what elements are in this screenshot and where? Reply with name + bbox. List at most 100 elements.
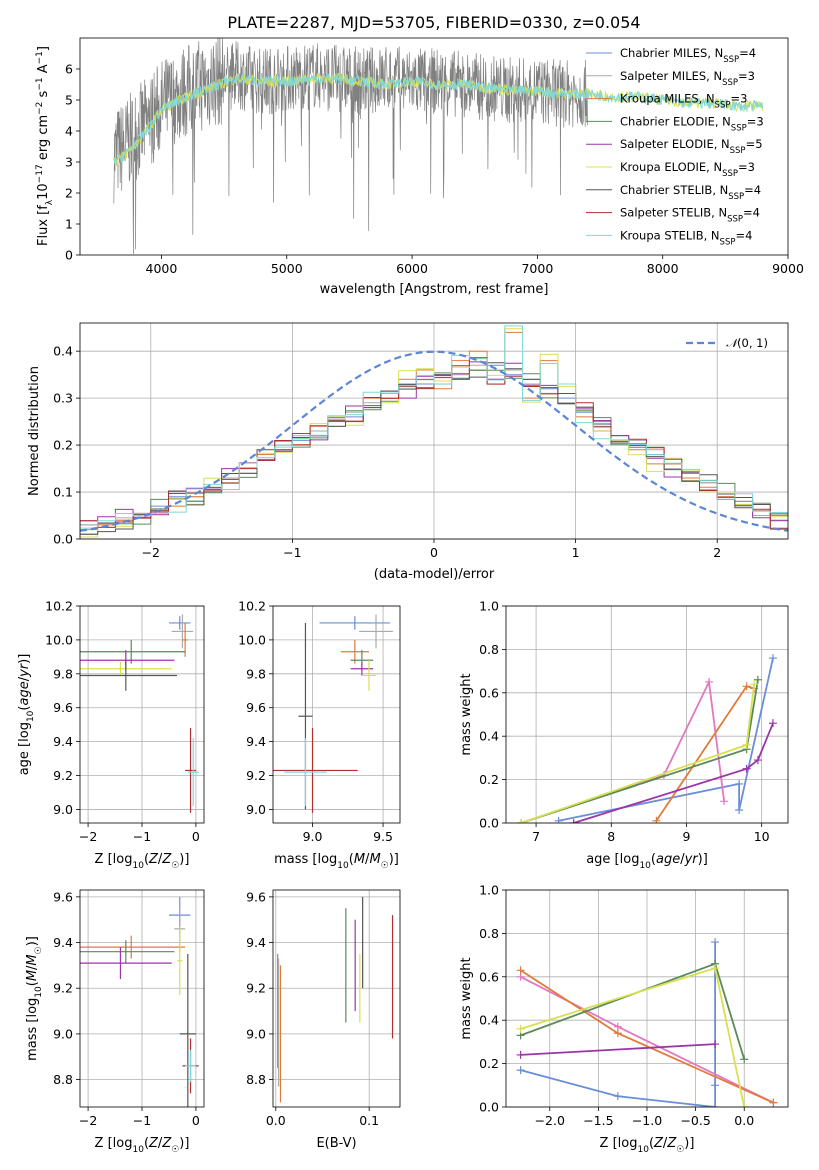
age-vs-Z-ytick-label: 9.8	[53, 666, 73, 681]
spectrum-ylabel-part: −1	[35, 51, 45, 64]
age-vs-Z-ylabel-part: yr	[17, 662, 32, 678]
weight-vs-Z-ytick-label: 0.2	[479, 1056, 499, 1071]
legend-label: Salpeter MILES, NSSP=3	[620, 69, 755, 88]
residuals-ytick-label: 0.3	[53, 391, 73, 406]
weight-vs-Z-marker	[613, 1092, 622, 1101]
weight-vs-Z-ytick-label: 1.0	[479, 883, 499, 898]
age-vs-Z-ytick-label: 9.0	[53, 802, 73, 817]
legend-label-base: Kroupa STELIB, N	[620, 228, 720, 242]
weight-vs-age-marker	[735, 805, 744, 814]
mass-vs-Z-xlabel-part: )]	[179, 1136, 189, 1151]
legend-label-sub: SSP	[715, 101, 731, 111]
residuals-xtick-label: 2	[713, 545, 721, 560]
mass-vs-Z-xlabel: Z [log10(Z/Z☉)]	[95, 1136, 190, 1155]
spectrum-model-line	[113, 72, 764, 166]
weight-vs-age-axes	[502, 605, 788, 827]
weight-vs-age-xlabel-part: age	[656, 852, 680, 867]
mass-vs-EBV-series	[277, 896, 394, 1103]
legend-label: Kroupa MILES, NSSP=3	[620, 92, 747, 111]
age-vs-Z-xlabel-part: Z	[148, 852, 159, 867]
weight-vs-Z-marker	[613, 1029, 622, 1038]
weight-vs-age-xlabel-part: age [log	[586, 852, 639, 867]
age-vs-Z-xlabel-part: Z	[161, 852, 172, 867]
legend-label-tail: =3	[738, 160, 755, 174]
weight-vs-age-xtick-label: 8	[607, 829, 615, 844]
age-vs-Z-xlabel: Z [log10(Z/Z☉)]	[95, 852, 190, 871]
mass-vs-EBV-ytick-label: 9.6	[246, 889, 266, 904]
residuals-axes	[76, 323, 788, 543]
weight-vs-Z-line	[520, 942, 716, 1107]
age-vs-Z-xlabel-part: (	[144, 852, 149, 867]
weight-vs-Z-xtick-label: −1.5	[583, 1113, 613, 1128]
spectrum-series	[113, 38, 764, 255]
legend-label-base: Chabrier ELODIE, N	[620, 114, 731, 128]
weight-vs-Z-xtick-label: 0.0	[734, 1113, 754, 1128]
spectrum-xtick-label: 8000	[647, 261, 679, 276]
weight-vs-age-marker	[742, 764, 751, 773]
mass-vs-EBV-xlabel: E(B-V)	[316, 1136, 356, 1151]
mass-vs-Z-ylabel-part: mass [log	[25, 998, 40, 1061]
mass-vs-EBV-ytick-label: 9.4	[246, 935, 266, 950]
weight-vs-Z-xtick-label: −2.0	[535, 1113, 565, 1128]
mass-vs-Z-xtick-label: 0	[192, 1113, 200, 1128]
legend-label-tail: =3	[747, 114, 764, 128]
weight-vs-age-ylabel: mass weight	[459, 673, 474, 755]
mass-vs-Z-xlabel-part: /	[158, 1136, 163, 1151]
legend-label: Kroupa ELODIE, NSSP=3	[620, 160, 755, 179]
age-vs-Z-ytick-label: 9.2	[53, 768, 73, 783]
legend-label-base: Salpeter MILES, N	[620, 69, 722, 83]
mass-vs-Z-ylabel: mass [log10(M/M☉)]	[25, 936, 44, 1061]
spectrum-ytick-label: 0	[65, 248, 73, 263]
weight-vs-Z-ytick-label: 0.8	[479, 926, 499, 941]
age-vs-Z-xlabel-part: Z [log	[95, 852, 133, 867]
weight-vs-Z-marker	[516, 1050, 525, 1059]
weight-vs-Z-ytick-label: 0.6	[479, 969, 499, 984]
weight-vs-age-xtick-label: 9	[683, 829, 691, 844]
spectrum-ytick-label: 4	[65, 124, 73, 139]
legend-label-sub: SSP	[720, 237, 736, 247]
legend-label-tail: =4	[744, 183, 761, 197]
residuals-ytick-label: 0.4	[53, 344, 73, 359]
spectrum-ytick-label: 2	[65, 186, 73, 201]
legend-label-sub: SSP	[722, 78, 738, 88]
age-vs-Z-xlabel-part: /	[158, 852, 163, 867]
weight-vs-Z-xlabel-part: ☉	[676, 1145, 684, 1155]
weight-vs-Z-axes	[502, 889, 788, 1111]
mass-vs-EBV-ytick-label: 9.2	[246, 981, 266, 996]
legend-label: Salpeter ELODIE, NSSP=5	[620, 137, 763, 156]
legend-label-base: Chabrier MILES, N	[620, 46, 723, 60]
age-vs-mass-ytick-label: 9.8	[246, 666, 266, 681]
weight-vs-Z-marker	[711, 1040, 720, 1049]
mass-vs-Z-ylabel-part: ☉	[34, 946, 44, 954]
age-vs-mass-xlabel-part: 10	[337, 861, 349, 871]
age-vs-mass-ytick-label: 9.2	[246, 768, 266, 783]
spectrum-xtick-label: 6000	[396, 261, 428, 276]
spectrum-ylabel: Flux [fλ10−17 erg cm−2 s−1 A−1]	[35, 46, 55, 246]
mass-vs-Z-ylabel-part: /	[25, 965, 40, 970]
spectrum-xlabel: wavelength [Angstrom, rest frame]	[320, 282, 549, 297]
age-vs-Z-xlabel-part: ☉	[171, 861, 179, 871]
residuals-ytick-label: 0.2	[53, 438, 73, 453]
legend-label-base: Chabrier STELIB, N	[620, 183, 728, 197]
mass-vs-EBV-ytick-label: 9.0	[246, 1026, 266, 1041]
age-vs-mass-xlabel: mass [log10(M/M☉)]	[274, 852, 399, 871]
weight-vs-age-xlabel: age [log10(age/yr)]	[586, 852, 708, 871]
residuals-ylabel: Normed distribution	[27, 366, 42, 496]
age-vs-mass-xlabel-part: M	[369, 852, 380, 867]
weight-vs-Z-xtick-label: −0.5	[680, 1113, 710, 1128]
age-vs-Z-xtick-label: 0	[192, 829, 200, 844]
age-vs-Z-xtick-label: −2	[79, 829, 97, 844]
residuals-ytick-label: 0.0	[53, 532, 73, 547]
age-vs-mass-xtick-label: 9.5	[373, 829, 393, 844]
spectrum-ylabel-part: s	[36, 90, 51, 101]
residuals-xtick-label: 0	[430, 545, 438, 560]
mass-vs-Z-ylabel-part: )]	[25, 936, 40, 946]
weight-vs-Z-xlabel: Z [log10(Z/Z☉)]	[600, 1136, 695, 1155]
spectrum-ylabel-part: −1	[35, 77, 45, 90]
weight-vs-Z-xlabel-part: /	[663, 1136, 668, 1151]
mass-vs-Z-xlabel-part: ☉	[171, 1145, 179, 1155]
weight-vs-Z-marker	[740, 1103, 749, 1107]
spectrum-ylabel-part: −2	[35, 102, 45, 115]
spectrum-ytick-label: 3	[65, 155, 73, 170]
weight-vs-age-xtick-label: 7	[532, 829, 540, 844]
